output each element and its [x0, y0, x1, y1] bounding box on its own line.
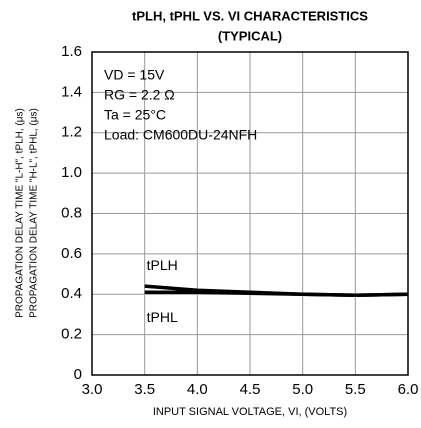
- y-tick-label: 0.4: [61, 285, 82, 302]
- annotation: RG = 2.2 Ω: [104, 87, 175, 103]
- x-tick-label: 3.0: [82, 381, 103, 398]
- data-line: [144, 290, 409, 298]
- y-tick-label: 0.8: [61, 204, 82, 221]
- y-tick-label: 1.6: [61, 43, 82, 60]
- chart-subtitle: (TYPICAL): [218, 28, 282, 43]
- x-tick-label: 6.0: [398, 381, 419, 398]
- plot-frame: [91, 51, 409, 376]
- y-tick-label: 1.0: [61, 164, 82, 181]
- chart-title: tPLH, tPHL VS. VI CHARACTERISTICS: [132, 8, 368, 23]
- y-axis-label: PROPAGATION DELAY TIME "H-L", tPHL, (μs): [29, 108, 40, 318]
- x-tick-label: 4.0: [187, 381, 208, 398]
- y-tick-label: 0: [74, 366, 82, 383]
- x-tick-label: 3.5: [134, 381, 155, 398]
- annotation: Ta = 25°C: [104, 107, 166, 123]
- series-label: tPLH: [147, 257, 178, 273]
- y-tick-label: 0.6: [61, 245, 82, 262]
- y-tick-label: 1.2: [61, 124, 82, 141]
- x-tick-label: 5.5: [345, 381, 366, 398]
- x-tick-label: 4.5: [240, 381, 261, 398]
- annotation: Load: CM600DU-24NFH: [104, 127, 257, 143]
- y-axis-label: PROPAGATION DELAY TIME "L-H", tPLH, (μs): [15, 108, 26, 318]
- y-tick-label: 1.4: [61, 83, 82, 100]
- x-tick-label: 5.0: [292, 381, 313, 398]
- annotation: VD = 15V: [104, 67, 165, 83]
- x-axis-label: INPUT SIGNAL VOLTAGE, VI, (VOLTS): [153, 406, 347, 418]
- series-label: tPHL: [147, 309, 178, 325]
- y-tick-label: 0.2: [61, 326, 82, 343]
